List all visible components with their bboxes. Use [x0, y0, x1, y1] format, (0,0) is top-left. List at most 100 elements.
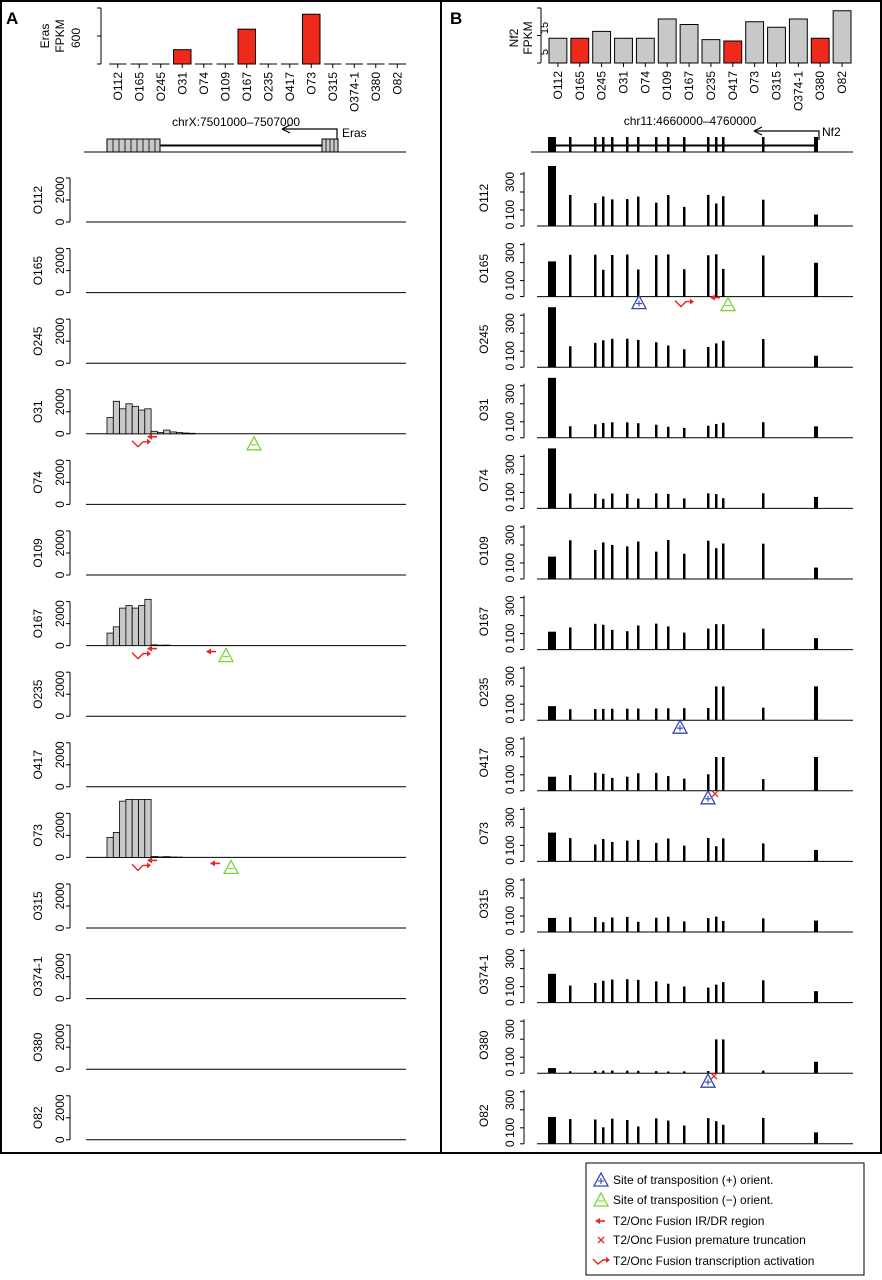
panel-b-bar-O374-1 — [788, 18, 808, 64]
plus-triangle-icon — [630, 294, 648, 310]
panel-b-coverage-peak — [707, 194, 710, 226]
panel-b-coverage-peak — [637, 269, 640, 297]
panel-b-exon — [611, 137, 614, 152]
panel-b-track-tick-label: 100 — [503, 200, 517, 220]
panel-b-coverage-peak — [569, 540, 572, 579]
panel-b-coverage-peak — [715, 757, 718, 791]
panel-b-coverage-peak — [814, 920, 818, 932]
panel-b-coverage-peak — [683, 553, 686, 579]
plus-triangle-shape — [699, 1072, 717, 1088]
plus-triangle-shape — [630, 294, 648, 310]
panel-b-coverage-peak — [602, 340, 605, 368]
panel-b-coverage-peak — [594, 709, 597, 721]
panel-b-coverage-peak — [569, 775, 572, 791]
legend-item-minus-site: Site of transposition (−) orient. — [592, 1191, 773, 1207]
panel-b-track-tick-label: 300 — [503, 666, 517, 686]
panel-b-coverage-peak — [655, 1118, 658, 1144]
panel-b-track-tick-label: 0 — [503, 1070, 517, 1077]
panel-a-track-tick-label: 0 — [53, 360, 67, 367]
panel-a-track-O417: O417 2000 0 — [31, 741, 406, 790]
panel-b-coverage-peak — [655, 917, 658, 932]
panel-b-track-tick-label: 300 — [503, 595, 517, 615]
panel-b-exon-marks — [548, 137, 818, 152]
panel-a-track-tick-label: 2000 — [53, 388, 67, 415]
panel-a-track-tick-label: 2000 — [53, 529, 67, 556]
panel-a-track-tick-label: 2000 — [53, 741, 67, 768]
panel-b-coverage-peak — [569, 838, 572, 862]
panel-b-coverage-peak — [715, 548, 718, 579]
panel-b-track-label: O245 — [477, 324, 491, 354]
panel-b-coverage-peak — [655, 424, 658, 438]
panel-a-track-tick-label: 2000 — [53, 176, 67, 203]
panel-a-category-label: O82 — [390, 72, 404, 95]
bent-arrow-shaft — [674, 300, 693, 308]
panel-b-bar-O245 — [592, 30, 612, 64]
panel-b-exon — [814, 137, 818, 152]
panel-a-track-label: O315 — [31, 891, 45, 921]
panel-b-exon — [637, 137, 640, 152]
fusion-arrow-icon — [147, 645, 157, 652]
fusion-arrow-head — [710, 294, 715, 301]
bent-arrow-head — [147, 438, 151, 445]
panel-b-coverage-peak — [548, 706, 556, 721]
panel-b-track-label: O31 — [477, 398, 491, 421]
panel-a-track-label: O74 — [31, 471, 45, 494]
panel-b-coverage-peak — [637, 498, 640, 509]
panel-a-track-tick-label: 0 — [53, 218, 67, 225]
panel-a-expr-label-unit: FPKM — [53, 19, 67, 52]
panel-b-category-label: O374-1 — [791, 71, 805, 111]
panel-a-coverage-bin — [119, 408, 127, 435]
panel-b-coverage-peak — [722, 196, 725, 226]
panel-b-track-tick-label: 100 — [503, 623, 517, 643]
panel-a-track-label: O109 — [31, 538, 45, 568]
panel-b-coverage-peak — [548, 556, 556, 579]
panel-b-coverage-peak — [626, 338, 629, 368]
plus-triangle-sign — [636, 300, 642, 307]
panel-a-track-tick-label: 0 — [53, 571, 67, 578]
panel-b-coverage-peak — [762, 493, 765, 509]
panel-b-exon — [667, 137, 670, 152]
panel-b-coverage-peak — [715, 686, 718, 721]
bent-arrow-icon — [674, 298, 694, 308]
panel-b-exon — [655, 137, 658, 152]
panel-b-track-label: O112 — [477, 183, 491, 212]
panel-a-track-tick-label: 2000 — [53, 1094, 67, 1121]
panel-b-coverage-peak — [637, 979, 640, 1003]
panel-b-coverage-peak — [667, 838, 670, 862]
panel-b-category-label: O245 — [595, 71, 609, 101]
panel-a-track-O165: O165 2000 0 — [31, 247, 406, 296]
panel-b-coverage-peak — [814, 496, 818, 509]
panel-b-exon — [683, 137, 686, 152]
panel-b-coverage-peak — [569, 985, 572, 1003]
panel-a-frame — [0, 0, 442, 1154]
panel-a-expression-bars: O112 O165 O245 O31 O74 O109 O167 O235 O417 O73 O31… — [97, 7, 406, 112]
panel-a-coverage-bin — [163, 429, 171, 435]
panel-b-coverage-peak — [602, 498, 605, 509]
panel-b-coverage-peak — [667, 254, 670, 297]
panel-b-coverage-peak — [814, 638, 818, 650]
plus-triangle-shape — [671, 718, 689, 734]
panel-a-coverage-bin — [138, 409, 146, 435]
panel-b-frame — [440, 0, 882, 1154]
panel-b-track-tick-label: 300 — [503, 878, 517, 898]
panel-a-category-label: O380 — [369, 72, 383, 102]
panel-b-track-tick-label: 100 — [503, 764, 517, 784]
panel-b-category-label: O82 — [835, 71, 849, 94]
fusion-arrow-icon — [147, 857, 157, 864]
panel-b-bar-O235 — [701, 39, 721, 64]
minus-triangle-icon — [245, 435, 263, 451]
panel-a-coverage-bin — [169, 431, 177, 435]
bent-arrow-head — [147, 650, 151, 657]
panel-b-coverage-peak — [715, 984, 718, 1003]
panel-b-coverage-peak — [637, 423, 640, 438]
panel-b-coverage-peak — [683, 498, 686, 509]
panel-b-coverage-peak — [722, 422, 725, 438]
panel-b-coverage-peak — [667, 540, 670, 579]
panel-a-coverage-bin — [112, 400, 121, 435]
panel-a-exon-block — [106, 138, 161, 153]
fusion-arrow-icon — [710, 294, 720, 301]
panel-a-track-O74: O74 2000 0 — [31, 459, 406, 508]
panel-a-coverage-bin — [144, 408, 152, 435]
panel-b-exon — [707, 137, 710, 152]
bent-arrow-icon — [131, 438, 151, 448]
